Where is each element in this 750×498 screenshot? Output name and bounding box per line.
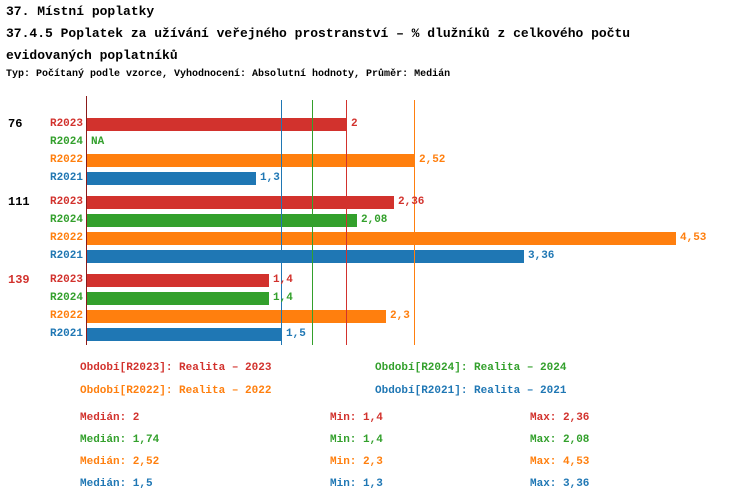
stat-max-r2022: Max: 4,53 [530,456,590,468]
bar-139-r2022 [87,310,386,323]
bar-row-label-76-r2023: R2023 [49,118,83,130]
median-line-r2021 [281,100,282,345]
bar-value-76-r2024: NA [91,136,105,148]
bar-value-76-r2023: 2 [351,118,358,130]
legend-item-r2024: Období[R2024]: Realita – 2024 [375,362,567,374]
chart-title-line-1: 37. Místní poplatky [6,4,155,19]
bar-value-111-r2024: 2,08 [361,214,388,226]
chart-subtitle: Typ: Počítaný podle vzorce, Vyhodnocení:… [6,69,451,80]
bar-76-r2022 [87,154,415,167]
median-line-r2024 [312,100,313,345]
legend-item-r2022: Období[R2022]: Realita – 2022 [80,385,272,397]
stat-max-r2024: Max: 2,08 [530,434,590,446]
bar-76-r2023 [87,118,347,131]
bar-111-r2022 [87,232,676,245]
chart-title-line-2: 37.4.5 Poplatek za užívání veřejného pro… [6,26,631,41]
bar-76-r2021 [87,172,256,185]
bar-139-r2023 [87,274,269,287]
chart-title-line-3: evidovaných poplatníků [6,48,178,63]
bar-row-label-76-r2024: R2024 [49,136,83,148]
group-label-76: 76 [8,117,23,131]
bar-139-r2021 [87,328,282,341]
group-label-139: 139 [8,273,30,287]
bar-row-label-139-r2023: R2023 [49,274,83,286]
bar-row-label-111-r2023: R2023 [49,196,83,208]
stat-median-r2024: Medián: 1,74 [80,434,160,446]
median-line-r2023 [346,100,347,345]
y-axis-line [86,96,87,345]
bar-value-139-r2023: 1,4 [273,274,293,286]
bar-value-76-r2022: 2,52 [419,154,446,166]
bar-row-label-76-r2021: R2021 [49,172,83,184]
stat-median-r2023: Medián: 2 [80,412,140,424]
bar-111-r2023 [87,196,394,209]
stat-min-r2022: Min: 2,3 [330,456,383,468]
bar-111-r2024 [87,214,357,227]
bar-row-label-139-r2021: R2021 [49,328,83,340]
bar-value-111-r2021: 3,36 [528,250,555,262]
bar-row-label-139-r2024: R2024 [49,292,83,304]
bar-row-label-111-r2024: R2024 [49,214,83,226]
stat-min-r2021: Min: 1,3 [330,478,383,490]
bar-row-label-76-r2022: R2022 [49,154,83,166]
legend-item-r2023: Období[R2023]: Realita – 2023 [80,362,272,374]
stat-min-r2024: Min: 1,4 [330,434,383,446]
bar-row-label-111-r2022: R2022 [49,232,83,244]
bar-value-139-r2024: 1,4 [273,292,293,304]
bar-139-r2024 [87,292,269,305]
bar-111-r2021 [87,250,524,263]
bar-value-76-r2021: 1,3 [260,172,280,184]
bar-row-label-111-r2021: R2021 [49,250,83,262]
bar-value-111-r2023: 2,36 [398,196,425,208]
bar-row-label-139-r2022: R2022 [49,310,83,322]
stat-median-r2022: Medián: 2,52 [80,456,160,468]
stat-min-r2023: Min: 1,4 [330,412,383,424]
stat-max-r2023: Max: 2,36 [530,412,590,424]
stat-median-r2021: Medián: 1,5 [80,478,153,490]
bar-value-111-r2022: 4,53 [680,232,707,244]
legend-item-r2021: Období[R2021]: Realita – 2021 [375,385,567,397]
median-line-r2022 [414,100,415,345]
bar-value-139-r2022: 2,3 [390,310,410,322]
stat-max-r2021: Max: 3,36 [530,478,590,490]
group-label-111: 111 [8,195,30,209]
bar-value-139-r2021: 1,5 [286,328,306,340]
